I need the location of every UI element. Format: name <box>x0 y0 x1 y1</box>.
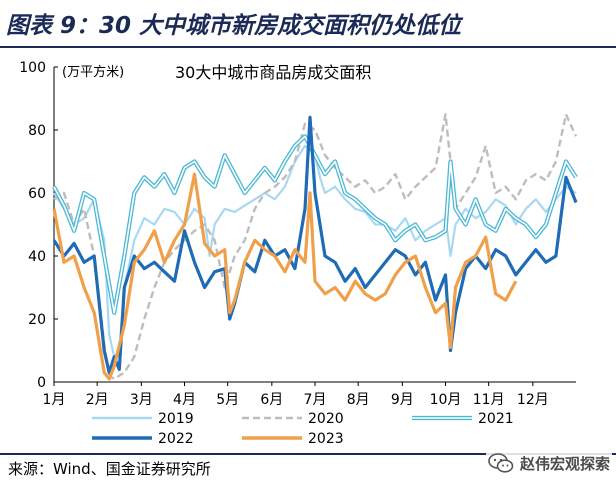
legend-label-2020: 2020 <box>308 411 344 427</box>
chart-title: 30大中城市商品房成交面积 <box>175 63 371 82</box>
x-tick-label: 1月 <box>43 392 66 408</box>
x-tick-label: 11月 <box>473 392 505 408</box>
x-tick-label: 3月 <box>130 392 153 408</box>
x-tick-label: 2月 <box>86 392 109 408</box>
legend-label-2019: 2019 <box>158 411 194 427</box>
x-tick-label: 8月 <box>347 392 370 408</box>
legend-label-2023: 2023 <box>308 431 344 447</box>
series-line-2023 <box>52 172 518 381</box>
wechat-icon <box>488 453 514 473</box>
x-tick-label: 4月 <box>173 392 196 408</box>
x-tick-label: 12月 <box>517 392 549 408</box>
figure-title: 图表 9：30 大中城市新房成交面积仍处低位 <box>6 13 462 39</box>
title-rule <box>0 46 616 48</box>
source-note: 来源：Wind、国金证券研究所 <box>8 460 211 478</box>
y-tick-label: 80 <box>28 123 46 139</box>
y-tick-label: 20 <box>28 312 46 328</box>
x-tick-label: 7月 <box>304 392 327 408</box>
series-line-2022 <box>52 115 578 375</box>
legend-label-2022: 2022 <box>158 431 194 447</box>
series-line-2021-inner <box>53 135 577 314</box>
watermark: 赵伟宏观探索 <box>485 448 612 478</box>
chart-series <box>52 113 578 381</box>
source-rule <box>0 453 616 455</box>
legend-label-2021: 2021 <box>478 411 514 427</box>
y-tick-label: 40 <box>28 249 46 265</box>
x-tick-label: 5月 <box>216 392 239 408</box>
x-tick-label: 9月 <box>391 392 414 408</box>
x-tick-label: 10月 <box>430 392 462 408</box>
y-tick-label: 0 <box>37 375 46 391</box>
y-unit-label: (万平方米) <box>62 64 124 80</box>
x-tick-label: 6月 <box>260 392 283 408</box>
chart-axes: 0 20 40 60 80 100 1月 2月 3月 4月 5月 6月 7月 8月 9月 10月 11月 12月 <box>19 60 576 408</box>
y-tick-label: 60 <box>28 186 46 202</box>
y-tick-label: 100 <box>19 60 46 76</box>
chart-legend: 2019 2020 2021 2022 2023 <box>92 411 514 447</box>
watermark-text: 赵伟宏观探索 <box>519 454 610 473</box>
